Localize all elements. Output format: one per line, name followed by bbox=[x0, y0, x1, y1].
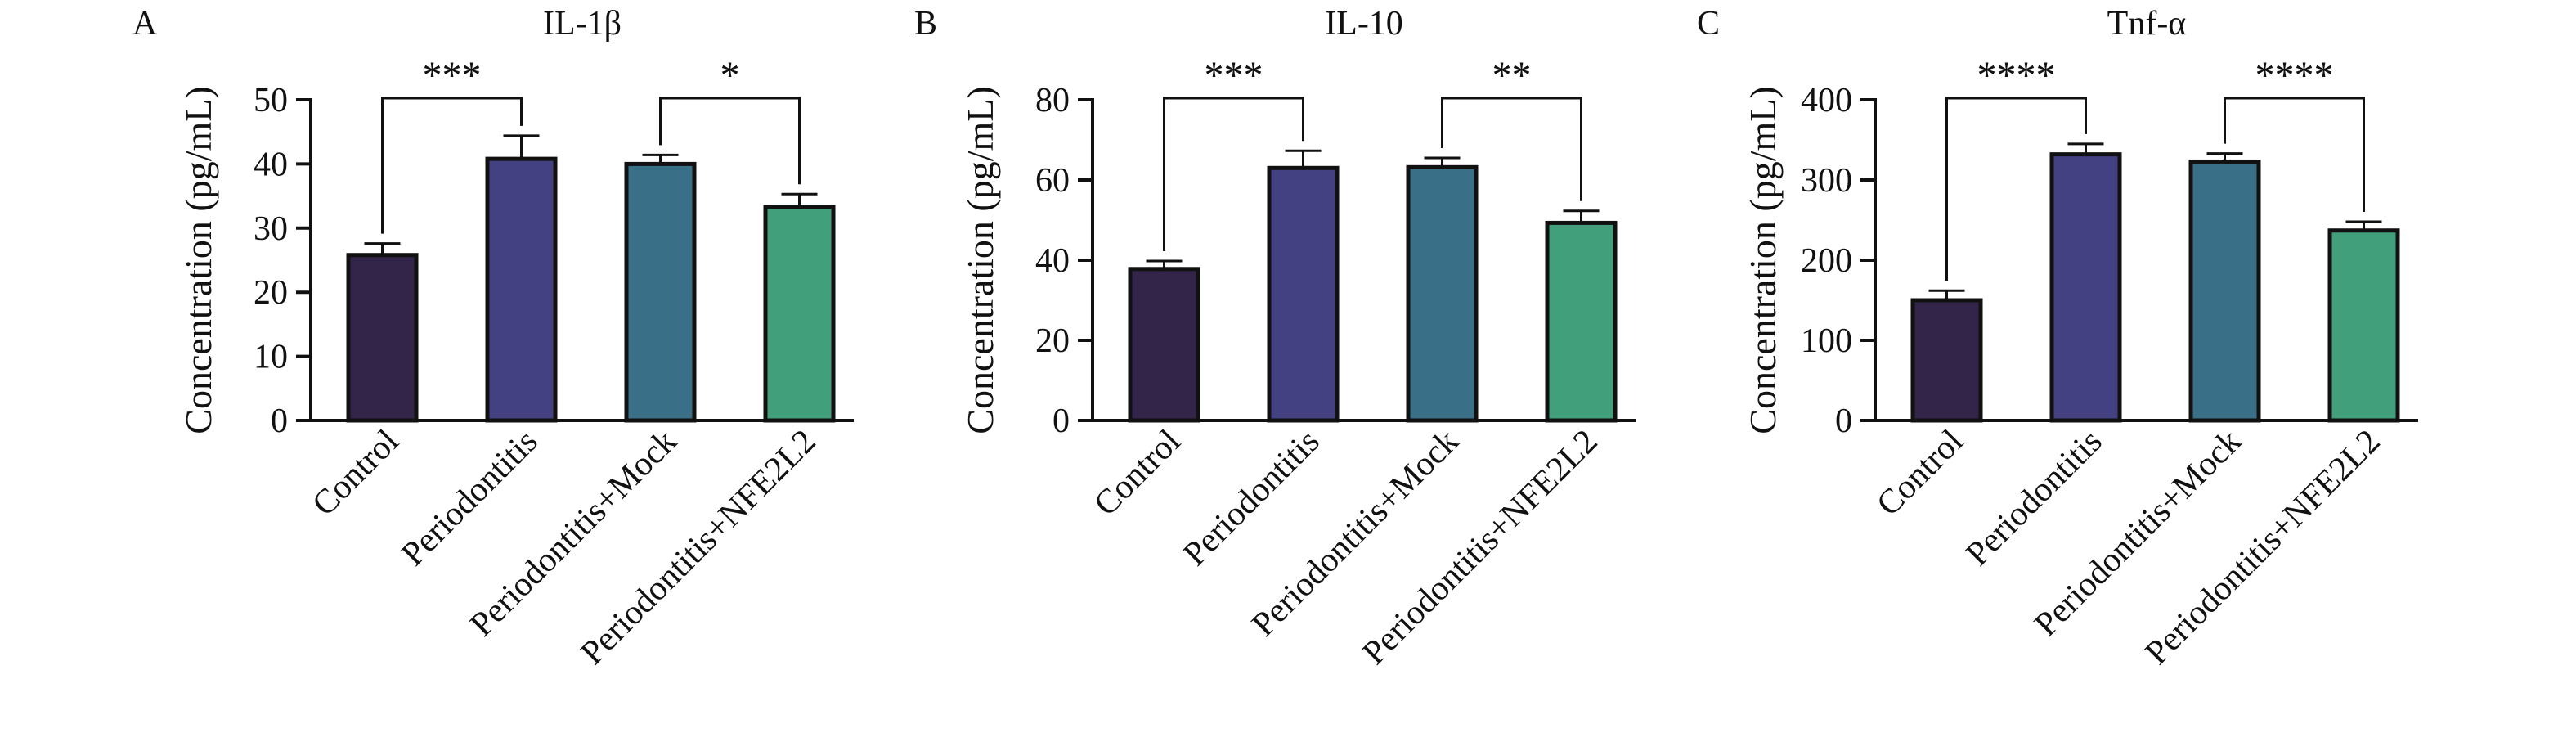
x-tick-label: Periodontitis bbox=[1959, 423, 2109, 573]
x-tick-label: Control bbox=[305, 423, 406, 524]
significance-label: ** bbox=[1492, 54, 1532, 97]
significance-label: *** bbox=[423, 54, 482, 97]
x-tick-label: Periodontitis+NFE2L2 bbox=[2138, 423, 2388, 672]
x-tick-label: Periodontitis+NFE2L2 bbox=[574, 423, 824, 672]
chart-panel-b: B IL-10 Concentration (pg/mL) 0 20 40 60 80 Cont… bbox=[914, 5, 1636, 672]
chart-title: IL-1β bbox=[543, 5, 622, 43]
significance-bracket bbox=[381, 97, 523, 234]
y-tick-label: 200 bbox=[1801, 242, 1852, 280]
y-tick-label: 300 bbox=[1801, 162, 1852, 200]
significance-bracket bbox=[1163, 97, 1304, 251]
bar bbox=[763, 205, 836, 423]
chart-title: IL-10 bbox=[1325, 5, 1403, 43]
bar bbox=[2327, 228, 2400, 423]
y-tick-label: 0 bbox=[1835, 402, 1852, 440]
significance-label: *** bbox=[1205, 54, 1263, 97]
x-tick-label: Periodontitis+NFE2L2 bbox=[1356, 423, 1605, 672]
y-tick-label: 80 bbox=[1035, 82, 1070, 119]
bar bbox=[1267, 165, 1340, 423]
y-tick-label: 0 bbox=[271, 402, 288, 440]
bar bbox=[2049, 152, 2122, 423]
y-tick-label: 20 bbox=[1035, 322, 1070, 360]
significance-bracket bbox=[1945, 97, 2087, 281]
y-axis-label: Concentration (pg/mL) bbox=[177, 86, 219, 434]
chart-title: Tnf-α bbox=[2107, 5, 2187, 43]
y-tick-label: 10 bbox=[254, 339, 288, 376]
bar bbox=[1910, 298, 1983, 423]
y-tick-label: 40 bbox=[1035, 242, 1070, 280]
x-tick-label: Control bbox=[1087, 423, 1187, 524]
significance-bracket bbox=[1441, 97, 1582, 201]
significance-label: * bbox=[720, 54, 740, 97]
panel-label: B bbox=[914, 5, 937, 43]
x-tick-label: Periodontitis bbox=[1176, 423, 1326, 573]
y-tick-label: 100 bbox=[1801, 322, 1852, 360]
bar bbox=[2188, 159, 2261, 423]
panel-label: C bbox=[1697, 5, 1720, 43]
x-tick-label: Control bbox=[1869, 423, 1970, 524]
chart-panel-c: C Tnf-α Concentration (pg/mL) 0 100 200 300 400… bbox=[1697, 5, 2418, 672]
bar bbox=[346, 253, 419, 423]
chart-panel-a: A IL-1β Concentration (pg/mL) 0 10 20 30 40 50 Co… bbox=[132, 5, 854, 672]
y-tick-label: 0 bbox=[1052, 402, 1070, 440]
panel-label: A bbox=[132, 5, 158, 43]
bar bbox=[624, 161, 697, 423]
y-tick-label: 40 bbox=[254, 146, 288, 183]
y-tick-label: 400 bbox=[1801, 82, 1852, 119]
significance-label: **** bbox=[1977, 54, 2056, 97]
bar bbox=[1406, 164, 1479, 423]
bar bbox=[485, 156, 558, 423]
significance-label: **** bbox=[2255, 54, 2334, 97]
bar bbox=[1545, 220, 1618, 423]
y-tick-label: 20 bbox=[254, 274, 288, 312]
y-tick-label: 50 bbox=[254, 82, 288, 119]
y-axis-label: Concentration (pg/mL) bbox=[1742, 86, 1784, 434]
y-axis-label: Concentration (pg/mL) bbox=[959, 86, 1001, 434]
y-tick-label: 30 bbox=[254, 210, 288, 248]
significance-bracket bbox=[659, 97, 801, 185]
significance-bracket bbox=[2224, 97, 2365, 212]
y-tick-label: 60 bbox=[1035, 162, 1070, 200]
x-tick-label: Periodontitis bbox=[394, 423, 545, 573]
bar bbox=[1128, 267, 1200, 423]
